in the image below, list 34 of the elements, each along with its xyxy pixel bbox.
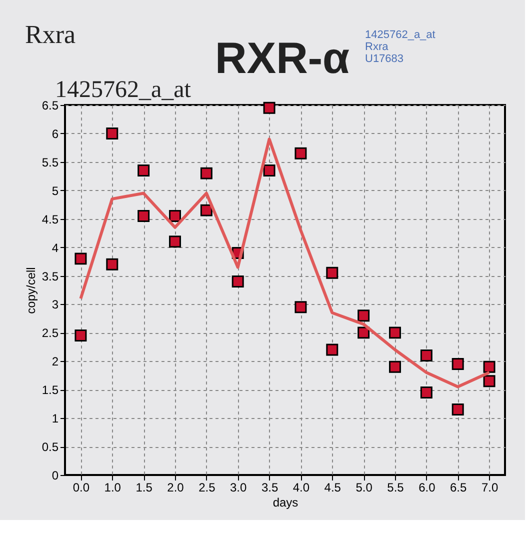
y-tick-label: 4.5 bbox=[42, 212, 59, 226]
x-tick-label: 1.0 bbox=[104, 480, 122, 494]
x-tick-label: 2.0 bbox=[167, 480, 184, 494]
x-tick-label: 4.0 bbox=[292, 480, 310, 494]
y-tick-label: 4 bbox=[52, 240, 59, 255]
x-tick-label: 6.5 bbox=[450, 480, 468, 494]
x-tick-label: 2.5 bbox=[198, 480, 216, 494]
y-tick-label: 1 bbox=[52, 412, 59, 426]
y-tick-label: 5 bbox=[52, 184, 59, 198]
y-tick-label: 6 bbox=[52, 126, 59, 141]
chart-title: RXR-α bbox=[215, 34, 350, 83]
x-tick-label: 4.5 bbox=[324, 480, 342, 494]
x-tick-label: 3.0 bbox=[230, 480, 248, 494]
y-tick-label: 3 bbox=[52, 298, 59, 312]
text: 1425762_a_at bbox=[365, 29, 436, 41]
x-tick-label: 6.0 bbox=[418, 480, 436, 494]
x-tick-label: 1.5 bbox=[136, 480, 153, 494]
y-tick-label: 2.5 bbox=[42, 326, 59, 340]
y-tick-label: 0.5 bbox=[42, 440, 59, 454]
x-tick-label: 5.0 bbox=[356, 480, 373, 494]
x-tick-label: 0.0 bbox=[72, 480, 90, 494]
text: U17683 bbox=[365, 53, 404, 65]
text: Rxra bbox=[365, 41, 390, 53]
y-tick-label: 1.5 bbox=[42, 383, 59, 398]
x-tick-label: 3.5 bbox=[261, 480, 278, 494]
y-tick-label: 5.5 bbox=[42, 155, 59, 170]
x-tick-label: 7.0 bbox=[481, 480, 498, 494]
text: Rxra bbox=[25, 20, 76, 49]
y-axis-title: copy/cell bbox=[24, 267, 38, 314]
y-tick-label: 2 bbox=[52, 354, 59, 369]
y-tick-label: 0 bbox=[52, 468, 59, 482]
x-axis-title: days bbox=[272, 496, 298, 510]
y-tick-label: 3.5 bbox=[42, 269, 59, 284]
x-tick-label: 5.5 bbox=[387, 480, 404, 494]
